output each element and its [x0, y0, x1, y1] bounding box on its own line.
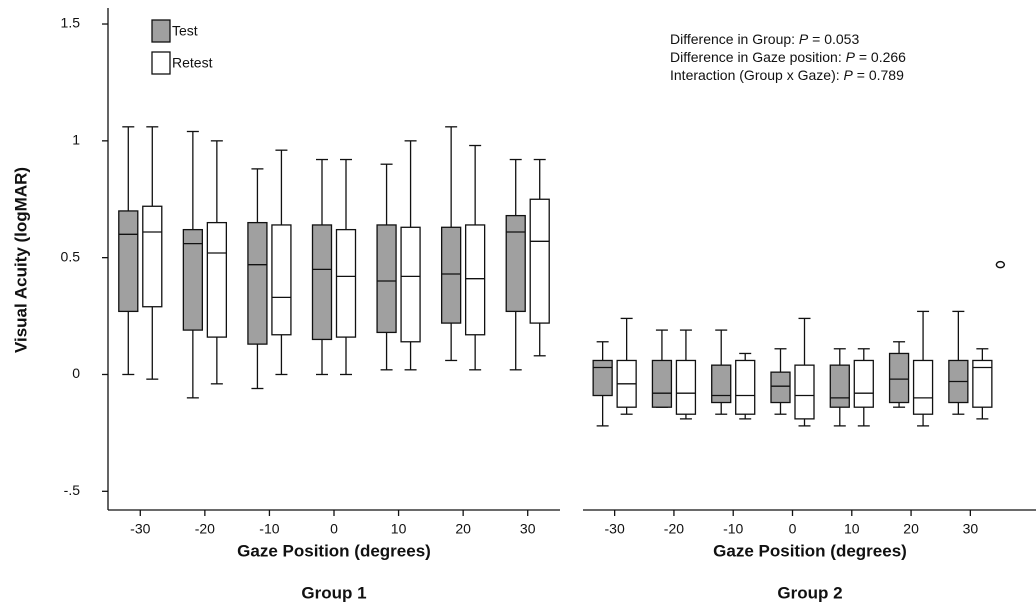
legend-label: Test [172, 23, 198, 39]
box [711, 364, 732, 404]
x-axis-label: Gaze Position (degrees) [237, 541, 431, 560]
y-tick-label: -.5 [64, 482, 81, 498]
legend-label: Retest [172, 55, 213, 71]
annotation-part: = 0.053 [808, 31, 859, 47]
annotation-part: P [846, 49, 856, 65]
annotation-part: P [799, 31, 809, 47]
y-axis-label: Visual Acuity (logMAR) [11, 167, 30, 353]
x-tick-label: 0 [789, 521, 797, 537]
box [735, 359, 756, 415]
x-tick-label: -10 [723, 521, 743, 537]
annotation: Difference in Gaze position: P = 0.266 [670, 49, 906, 65]
box [247, 221, 268, 345]
outlier [995, 260, 1006, 269]
annotation-part: Difference in Group: [670, 31, 799, 47]
x-tick-label: 30 [963, 521, 979, 537]
box [770, 371, 791, 404]
box [529, 198, 550, 324]
panel-title: Group 1 [301, 583, 366, 602]
box [182, 228, 204, 331]
x-tick-label: -30 [130, 521, 150, 537]
box [440, 226, 462, 324]
box [675, 359, 697, 415]
annotation: Interaction (Group x Gaze): P = 0.789 [670, 67, 904, 83]
y-tick-label: 1.5 [61, 15, 81, 31]
box [271, 224, 292, 336]
x-tick-label: 10 [844, 521, 860, 537]
box [794, 364, 815, 420]
y-tick-label: 1 [72, 132, 80, 148]
panel-title: Group 2 [777, 583, 842, 602]
x-tick-label: 20 [903, 521, 919, 537]
x-tick-label: 10 [391, 521, 407, 537]
y-tick-label: 0.5 [61, 248, 81, 264]
x-tick-label: -30 [605, 521, 625, 537]
annotation: Difference in Group: P = 0.053 [670, 31, 859, 47]
box [592, 359, 613, 397]
x-tick-label: 0 [330, 521, 338, 537]
x-tick-label: -20 [664, 521, 684, 537]
annotation-part: Interaction (Group x Gaze): [670, 67, 844, 83]
x-tick-label: -10 [259, 521, 279, 537]
x-tick-label: 30 [520, 521, 536, 537]
box [142, 205, 163, 308]
x-tick-label: -20 [195, 521, 215, 537]
box [464, 224, 486, 336]
y-tick-label: 0 [72, 365, 80, 381]
box [853, 359, 874, 408]
box [829, 364, 850, 408]
annotation-part: = 0.266 [855, 49, 906, 65]
box [400, 226, 421, 343]
x-axis-label: Gaze Position (degrees) [713, 541, 907, 560]
box [505, 214, 526, 313]
x-tick-label: 20 [455, 521, 471, 537]
box [311, 224, 333, 341]
annotation-part: Difference in Gaze position: [670, 49, 846, 65]
box [376, 224, 397, 334]
box [206, 221, 228, 338]
box [335, 228, 357, 338]
box [118, 210, 139, 313]
box [912, 359, 934, 415]
box [972, 359, 993, 408]
annotation-part: P [844, 67, 854, 83]
legend-swatch [151, 51, 171, 75]
box [888, 352, 910, 404]
box [651, 359, 673, 408]
annotation-part: = 0.789 [853, 67, 904, 83]
legend-swatch [151, 19, 171, 43]
